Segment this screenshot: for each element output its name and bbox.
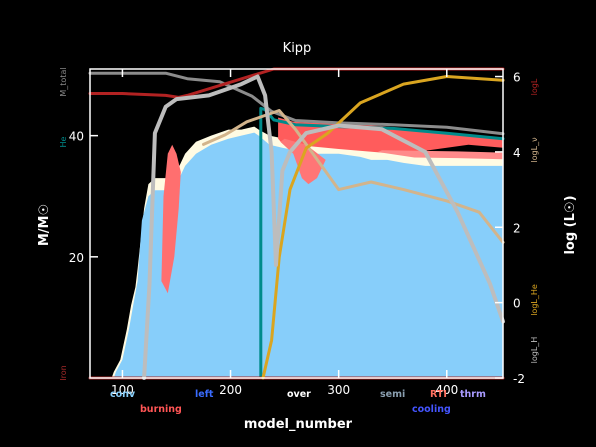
legend-item-RTI: RTI xyxy=(430,389,447,400)
convection-region xyxy=(113,132,504,378)
chart-title: Kipp xyxy=(283,41,312,56)
legend-item-conv: conv xyxy=(110,389,136,400)
legend-item-burning: burning xyxy=(140,404,182,415)
left-curve-label: He xyxy=(59,136,68,147)
burning-region xyxy=(161,144,181,294)
x-tick-label: 300 xyxy=(327,383,350,397)
left-curve-label: Iron xyxy=(59,365,68,380)
series-line-mtotal xyxy=(88,71,505,136)
series-line-logl xyxy=(202,109,505,244)
right-curve-label: logL_ν xyxy=(530,137,539,163)
y-axis-label-left: M/M☉ xyxy=(37,204,52,246)
left-curve-label: M_total xyxy=(59,67,68,96)
right-curve-label: logL xyxy=(530,78,539,95)
legend-item-cooling: cooling xyxy=(412,404,451,415)
x-tick-label: 400 xyxy=(435,383,458,397)
plot-frame xyxy=(89,68,504,379)
x-tick-label: 100 xyxy=(111,383,134,397)
y-left-tick-label: 20 xyxy=(69,251,84,265)
right-curve-label: logL_H xyxy=(530,337,539,364)
series-line-loglhe xyxy=(261,75,505,380)
x-tick-label: 200 xyxy=(219,383,242,397)
burning-region xyxy=(377,150,503,160)
legend-item-thrm: thrm xyxy=(460,389,486,400)
y-right-tick-label: 0 xyxy=(513,297,521,311)
series-line-loglh xyxy=(142,74,505,380)
y-axis-label-right: log (L☉) xyxy=(563,195,578,254)
y-right-tick-label: 6 xyxy=(513,71,521,85)
legend-item-over: over xyxy=(287,389,311,400)
x-axis-label: model_number xyxy=(244,417,353,432)
y-right-tick-label: 4 xyxy=(513,146,521,160)
y-right-tick-label: 2 xyxy=(513,221,521,235)
y-right-tick-label: -2 xyxy=(513,372,525,386)
legend-item-left: left xyxy=(195,389,214,400)
legend-item-semi: semi xyxy=(380,389,406,400)
right-curve-label: logL_He xyxy=(530,284,539,316)
y-left-tick-label: 40 xyxy=(69,130,84,144)
